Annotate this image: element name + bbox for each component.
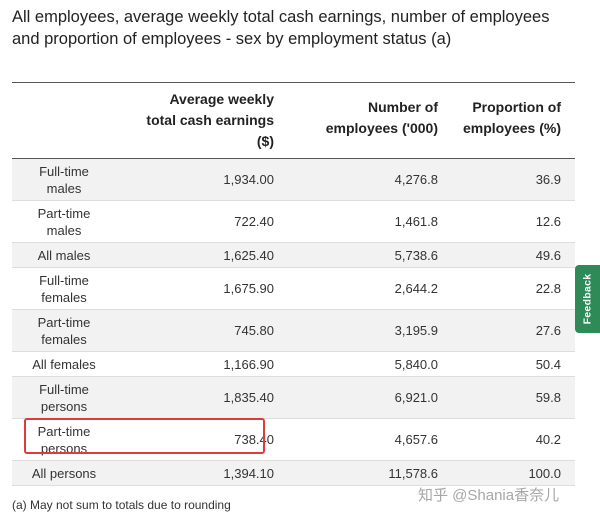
header-line: Average weekly xyxy=(169,91,274,107)
row-label: Part-time males xyxy=(12,201,126,243)
row-label: Full-time males xyxy=(12,159,126,201)
employees-cell: 3,195.9 xyxy=(394,323,438,338)
earnings-cell: 722.40 xyxy=(234,214,274,229)
earnings-cell: 1,394.10 xyxy=(223,465,274,481)
row-label-line: Full-time xyxy=(39,272,89,288)
row-label-line: Part-time xyxy=(37,423,91,439)
earnings-cell: 745.80 xyxy=(234,323,274,338)
row-label: Part-time females xyxy=(12,310,126,352)
proportion-cell: 100.0 xyxy=(528,465,561,481)
table-row: Full-time males 1,934.00 4,276.8 36.9 xyxy=(12,158,575,201)
proportion-cell: 49.6 xyxy=(535,247,561,263)
header-line: employees ('000) xyxy=(325,120,438,136)
proportion-cell: 22.8 xyxy=(535,281,561,296)
earnings-cell: 1,166.90 xyxy=(223,356,274,372)
row-label: All males xyxy=(37,247,91,263)
proportion-cell: 59.8 xyxy=(535,390,561,405)
earnings-cell: 1,835.40 xyxy=(223,390,274,405)
row-label-line: males xyxy=(46,180,82,196)
earnings-cell: 1,625.40 xyxy=(223,247,274,263)
row-label-line: Part-time xyxy=(37,205,91,221)
table-row: Part-time males 722.40 1,461.8 12.6 xyxy=(12,200,575,243)
row-label-line: females xyxy=(41,289,87,305)
header-line: Proportion of xyxy=(472,99,561,115)
earnings-cell: 1,675.90 xyxy=(223,281,274,296)
row-label: Full-time females xyxy=(12,268,126,310)
proportion-cell: 27.6 xyxy=(535,323,561,338)
earnings-table: Average weekly total cash earnings ($) N… xyxy=(12,82,575,486)
row-label-line: persons xyxy=(40,398,88,414)
employees-cell: 4,276.8 xyxy=(394,172,438,187)
footnote: (a) May not sum to totals due to roundin… xyxy=(12,498,231,512)
table-row: All females 1,166.90 5,840.0 50.4 xyxy=(12,351,575,377)
proportion-cell: 12.6 xyxy=(535,214,561,229)
employees-cell: 4,657.6 xyxy=(394,432,438,447)
row-label-line: Full-time xyxy=(39,381,89,397)
header-line: employees (%) xyxy=(462,120,561,136)
proportion-cell: 50.4 xyxy=(535,356,561,372)
header-row-label xyxy=(12,83,126,159)
table-row: Part-time persons 738.40 4,657.6 40.2 xyxy=(12,418,575,461)
employees-cell: 5,840.0 xyxy=(394,356,438,372)
header-number-of-employees: Number of employees ('000) xyxy=(288,83,452,159)
table-row: Part-time females 745.80 3,195.9 27.6 xyxy=(12,309,575,352)
proportion-cell: 36.9 xyxy=(535,172,561,187)
watermark: 知乎 @Shania香奈儿 xyxy=(418,487,560,504)
header-average-weekly-earnings: Average weekly total cash earnings ($) xyxy=(126,83,288,159)
row-label-line: females xyxy=(41,331,87,347)
table-row: Full-time persons 1,835.40 6,921.0 59.8 xyxy=(12,376,575,419)
row-label: Part-time persons xyxy=(12,419,126,461)
employees-cell: 5,738.6 xyxy=(394,247,438,263)
table-row: All persons 1,394.10 11,578.6 100.0 xyxy=(12,460,575,486)
page-title: All employees, average weekly total cash… xyxy=(12,8,550,48)
row-label-line: males xyxy=(46,222,82,238)
employees-cell: 1,461.8 xyxy=(394,214,438,229)
row-label-line: persons xyxy=(40,440,88,456)
table-header-row: Average weekly total cash earnings ($) N… xyxy=(12,82,575,159)
table-row: All males 1,625.40 5,738.6 49.6 xyxy=(12,242,575,268)
feedback-button[interactable]: Feedback xyxy=(575,265,600,333)
header-line: total cash earnings xyxy=(146,112,274,128)
proportion-cell: 40.2 xyxy=(535,432,561,447)
table-row: Full-time females 1,675.90 2,644.2 22.8 xyxy=(12,267,575,310)
earnings-cell: 1,934.00 xyxy=(223,172,274,187)
feedback-label: Feedback xyxy=(581,273,594,325)
header-line: ($) xyxy=(256,133,274,149)
earnings-cell: 738.40 xyxy=(234,432,274,447)
header-proportion-of-employees: Proportion of employees (%) xyxy=(452,83,575,159)
employees-cell: 11,578.6 xyxy=(388,465,438,481)
header-line: Number of xyxy=(368,99,438,115)
row-label-line: Part-time xyxy=(37,314,91,330)
employees-cell: 2,644.2 xyxy=(394,281,438,296)
row-label-line: Full-time xyxy=(39,163,89,179)
row-label: Full-time persons xyxy=(12,377,126,419)
employees-cell: 6,921.0 xyxy=(394,390,438,405)
row-label: All females xyxy=(32,356,96,372)
row-label: All persons xyxy=(31,465,97,481)
